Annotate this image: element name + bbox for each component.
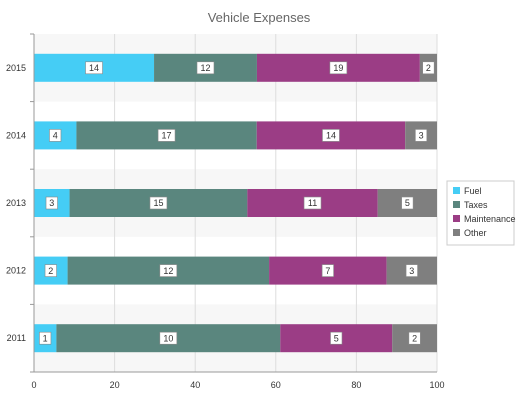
data-label: 2 <box>48 266 53 276</box>
data-label-box <box>159 264 178 277</box>
data-label-box <box>39 331 52 345</box>
data-label: 3 <box>419 131 424 141</box>
data-label: 1 <box>43 333 48 343</box>
data-label: 7 <box>325 266 330 276</box>
y-tick-label: 2014 <box>6 130 26 140</box>
x-tick-label: 40 <box>190 380 200 390</box>
data-label: 12 <box>200 63 210 73</box>
data-label: 12 <box>163 266 173 276</box>
data-label: 11 <box>308 198 317 208</box>
data-label-box <box>422 61 435 75</box>
data-label: 3 <box>49 198 54 208</box>
x-tick-label: 100 <box>429 380 444 390</box>
data-label-box <box>322 129 340 142</box>
data-label-box <box>157 129 176 142</box>
legend-label: Fuel <box>464 186 482 196</box>
data-label: 17 <box>162 131 172 141</box>
data-label: 15 <box>153 198 163 208</box>
data-label-box <box>149 196 168 210</box>
data-label-box <box>415 129 428 142</box>
x-tick-label: 0 <box>31 380 36 390</box>
data-label-box <box>45 196 58 210</box>
data-label-box <box>405 264 418 277</box>
data-label-box <box>330 331 343 345</box>
y-tick-label: 2015 <box>6 63 26 73</box>
legend-label: Maintenance <box>464 214 516 224</box>
data-label-box <box>329 61 348 75</box>
x-tick-label: 60 <box>271 380 281 390</box>
data-label: 14 <box>89 63 99 73</box>
data-label: 5 <box>405 198 410 208</box>
chart-title: Vehicle Expenses <box>208 10 311 25</box>
data-label-box <box>303 196 322 210</box>
data-label-box <box>49 129 62 142</box>
y-tick-label: 2013 <box>6 198 26 208</box>
legend-swatch <box>453 201 460 208</box>
legend-swatch <box>453 229 460 236</box>
data-label: 10 <box>163 333 173 343</box>
data-label: 2 <box>412 333 417 343</box>
data-label: 14 <box>326 131 336 141</box>
data-label: 19 <box>333 63 343 73</box>
y-tick-label: 2012 <box>6 266 26 276</box>
data-label: 3 <box>409 266 414 276</box>
data-label-box <box>159 331 178 345</box>
legend-label: Taxes <box>464 200 488 210</box>
y-tick-label: 2011 <box>7 333 26 343</box>
bars: 1 10 5 2 2 12 7 3 3 15 11 5 4 17 14 3 14 12 19 2 <box>34 53 437 353</box>
data-label-box <box>44 264 57 277</box>
data-label-box <box>408 331 421 345</box>
data-label-box <box>321 264 334 277</box>
legend-label: Other <box>464 228 487 238</box>
legend-swatch <box>453 187 460 194</box>
data-label: 5 <box>334 333 339 343</box>
data-label-box <box>401 196 414 210</box>
data-label-box <box>85 61 103 75</box>
x-tick-label: 80 <box>351 380 361 390</box>
data-label: 4 <box>53 131 58 141</box>
data-label-box <box>196 61 215 75</box>
axes: 0 20 40 60 80 100 2011 2012 2013 2014 2015 <box>6 33 445 390</box>
legend-swatch <box>453 215 460 222</box>
x-tick-label: 20 <box>110 380 120 390</box>
legend: Fuel Taxes Maintenance Other <box>446 180 516 246</box>
data-label: 2 <box>426 63 431 73</box>
